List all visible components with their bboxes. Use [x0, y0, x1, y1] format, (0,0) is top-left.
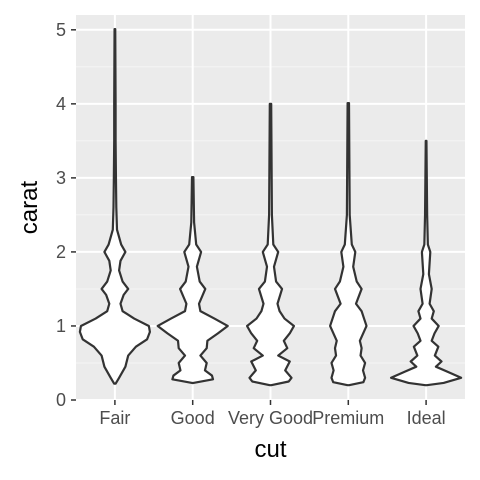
y-axis: 0 1 2 3 4 5	[56, 20, 76, 410]
x-tick-label: Premium	[312, 408, 384, 428]
y-axis-title: carat	[16, 180, 43, 234]
violin-premium	[328, 102, 368, 387]
x-tick-label: Fair	[99, 408, 130, 428]
violin-ideal	[389, 139, 463, 387]
y-tick-label: 5	[56, 20, 66, 40]
x-tick-label: Ideal	[407, 408, 446, 428]
y-tick-label: 2	[56, 242, 66, 262]
violin-fair	[78, 27, 152, 385]
y-tick-label: 3	[56, 168, 66, 188]
violin-very-good	[245, 102, 296, 387]
x-axis: Fair Good Very Good Premium Ideal	[99, 400, 446, 428]
x-tick-label: Very Good	[228, 408, 313, 428]
violin-good	[156, 176, 229, 385]
violins	[78, 27, 463, 387]
x-tick-label: Good	[171, 408, 215, 428]
x-axis-title: cut	[254, 436, 286, 463]
y-tick-label: 1	[56, 316, 66, 336]
y-tick-label: 4	[56, 94, 66, 114]
y-tick-label: 0	[56, 390, 66, 410]
